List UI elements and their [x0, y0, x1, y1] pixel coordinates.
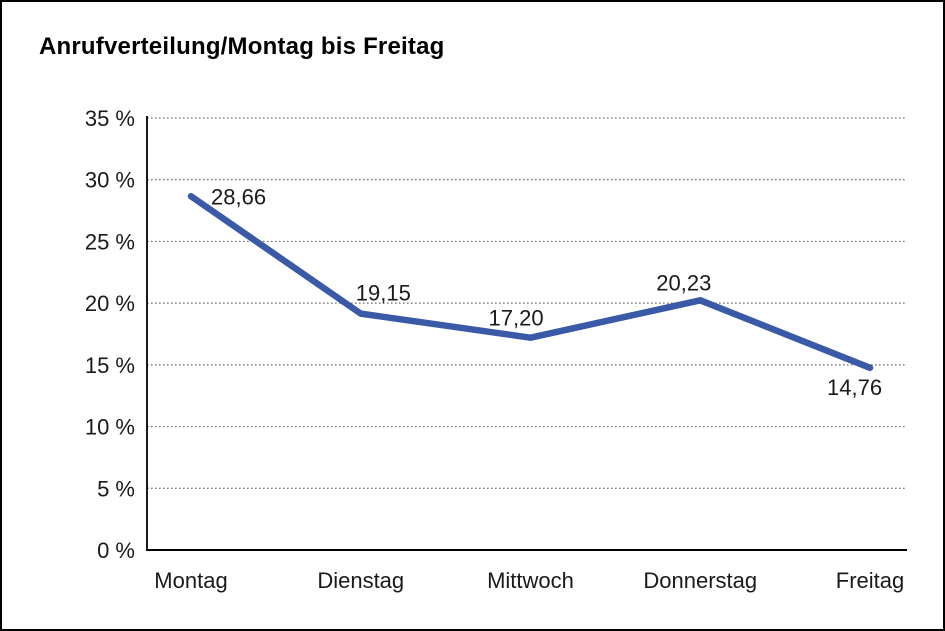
x-tick-label: Mittwoch [487, 568, 574, 593]
data-value-label: 19,15 [356, 281, 411, 306]
data-value-label: 17,20 [489, 306, 544, 331]
y-tick-label: 30 % [85, 168, 135, 193]
y-tick-label: 25 % [85, 229, 135, 254]
x-tick-label: Freitag [836, 568, 904, 593]
y-tick-label: 5 % [97, 476, 135, 501]
y-tick-label: 0 % [97, 538, 135, 563]
chart-title: Anrufverteilung/Montag bis Freitag [39, 33, 445, 60]
data-value-label: 28,66 [211, 184, 266, 209]
x-tick-label: Dienstag [317, 568, 404, 593]
gridlines [147, 117, 907, 489]
y-tick-label: 35 % [85, 106, 135, 131]
data-value-label: 20,23 [656, 270, 711, 295]
y-tick-label: 15 % [85, 353, 135, 378]
y-tick-label: 20 % [85, 291, 135, 316]
x-tick-label: Donnerstag [643, 568, 757, 593]
x-tick-label: Montag [154, 568, 227, 593]
data-line [187, 193, 874, 372]
y-tick-label: 10 % [85, 415, 135, 440]
data-value-label: 14,76 [827, 375, 882, 400]
